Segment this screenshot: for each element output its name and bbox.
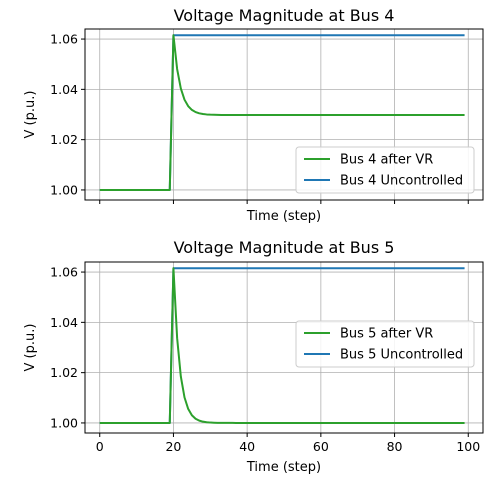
y-tick-label: 1.04 (50, 82, 78, 97)
x-tick-label: 0 (96, 439, 104, 454)
after-vr-line (99, 34, 465, 191)
legend-label-uncontrolled: Bus 4 Uncontrolled (340, 174, 463, 189)
y-tick-label: 1.04 (50, 315, 78, 330)
y-axis-label: V (p.u.) (23, 91, 38, 139)
x-axis-label: Time (step) (246, 460, 321, 475)
plot-frame (84, 28, 484, 201)
x-tick-label: 60 (313, 439, 329, 454)
legend-box (295, 146, 475, 194)
y-axis-label: V (p.u.) (23, 324, 38, 372)
series-lines (99, 267, 465, 424)
y-tick-label: 1.00 (50, 415, 78, 430)
legend: Bus 5 after VR Bus 5 Uncontrolled (295, 320, 475, 368)
bus4-chart-panel: Voltage Magnitude at Bus 4 1.001.021.041… (23, 6, 484, 224)
y-tick-label: 1.06 (50, 265, 78, 280)
plot-frame (84, 261, 484, 434)
chart-title: Voltage Magnitude at Bus 5 (174, 238, 395, 257)
axis-ticks: 1.00 1.02 1.04 1.06 (50, 32, 469, 204)
axis-ticks: 0 20 40 60 80 100 1.00 1.02 1.04 1.06 (50, 265, 480, 454)
x-tick-label: 20 (165, 439, 181, 454)
chart-title: Voltage Magnitude at Bus 4 (174, 6, 395, 25)
legend-box (295, 320, 475, 368)
x-tick-label: 40 (239, 439, 255, 454)
legend-label-after-vr: Bus 5 after VR (340, 327, 433, 342)
x-axis-label: Time (step) (246, 209, 321, 224)
y-tick-label: 1.00 (50, 182, 78, 197)
x-tick-label: 100 (456, 439, 480, 454)
legend-label-uncontrolled: Bus 5 Uncontrolled (340, 348, 463, 363)
y-tick-label: 1.06 (50, 32, 78, 47)
bus5-chart-panel: Voltage Magnitude at Bus 5 0 20 40 60 80 100 1… (23, 238, 484, 475)
x-tick-label: 80 (387, 439, 403, 454)
legend: Bus 4 after VR Bus 4 Uncontrolled (295, 146, 475, 194)
legend-label-after-vr: Bus 4 after VR (340, 153, 433, 168)
y-tick-label: 1.02 (50, 365, 78, 380)
y-tick-label: 1.02 (50, 132, 78, 147)
after-vr-line (99, 267, 465, 424)
series-lines (99, 34, 465, 191)
